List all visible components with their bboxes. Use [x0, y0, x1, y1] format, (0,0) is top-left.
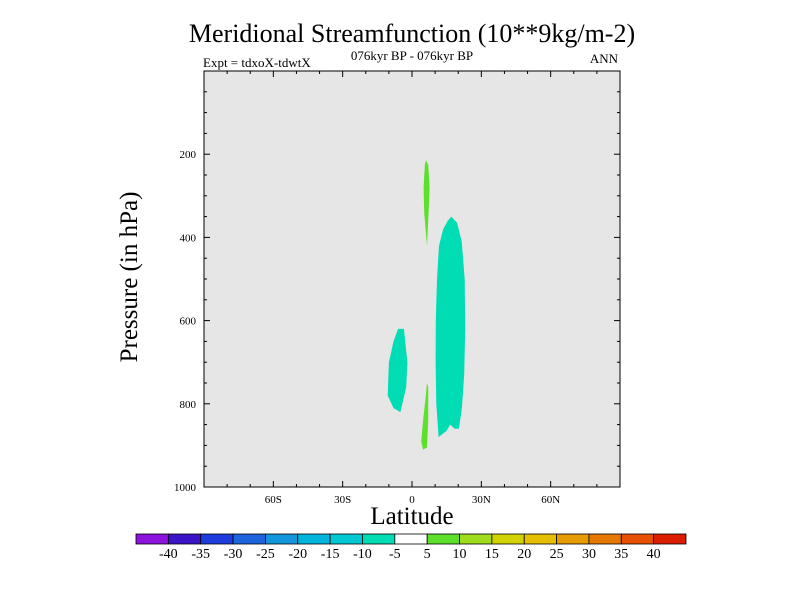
colorbar-label: 25 [550, 547, 564, 562]
x-tick-label: 60N [541, 494, 560, 506]
colorbar: -40 -35 -30 -25 -20 -15 -10 -5 5 10 15 20 25 30 35 40 [135, 533, 687, 562]
plot-area [203, 70, 621, 488]
colorbar-swatch [394, 533, 428, 545]
colorbar-swatch [653, 533, 687, 545]
x-tick-label: 60S [265, 494, 282, 506]
y-tick-label: 200 [180, 149, 197, 161]
colorbar-label: 5 [424, 547, 431, 562]
chart-subtitle-center: 076kyr BP - 076kyr BP [351, 48, 473, 63]
colorbar-swatch [523, 533, 557, 545]
x-tick-label: 30N [472, 494, 491, 506]
contour-regions [387, 160, 466, 450]
colorbar-label: -40 [159, 547, 178, 562]
colorbar-label: 35 [614, 547, 628, 562]
x-axis-label: Latitude [370, 503, 453, 530]
colorbar-swatch [426, 533, 460, 545]
colorbar-label: 10 [453, 547, 467, 562]
colorbar-swatch [297, 533, 331, 545]
colorbar-label: 40 [647, 547, 661, 562]
colorbar-label: -10 [353, 547, 372, 562]
colorbar-swatch [459, 533, 493, 545]
colorbar-label: 15 [485, 547, 499, 562]
chart-title: Meridional Streamfunction (10**9kg/m-2) [189, 19, 635, 48]
colorbar-label: -35 [191, 547, 210, 562]
colorbar-label: -5 [389, 547, 401, 562]
contour-region-positive-5-10-upper [423, 160, 430, 246]
colorbar-swatch [200, 533, 234, 545]
y-tick-label: 400 [180, 232, 197, 244]
colorbar-label: -25 [256, 547, 275, 562]
colorbar-swatch [329, 533, 363, 545]
colorbar-label: -30 [224, 547, 243, 562]
x-tick-label: 30S [334, 494, 351, 506]
y-tick-label: 600 [180, 316, 197, 328]
colorbar-swatch [167, 533, 202, 545]
colorbar-swatch [232, 533, 266, 545]
colorbar-label: 30 [582, 547, 596, 562]
contour-region-negative-10-5-east [435, 216, 466, 438]
colorbar-label: -15 [321, 547, 340, 562]
x-tick-label: 0 [409, 494, 415, 506]
colorbar-swatch [588, 533, 622, 545]
colorbar-swatch [556, 533, 590, 545]
contour-region-negative-10-5-west [387, 328, 408, 413]
chart-subtitle-right: ANN [590, 51, 619, 66]
y-tick-label: 800 [180, 399, 197, 411]
y-axis-label: Pressure (in hPa) [116, 192, 143, 363]
chart-subtitle-left: Expt = tdxoX-tdwtX [203, 55, 311, 70]
contour-region-positive-5-10-lower [421, 383, 429, 450]
colorbar-swatch [620, 533, 655, 545]
axis-ticks: 60S 30S 0 30N 60N 200 400 600 800 1000 [174, 71, 620, 506]
colorbar-swatch [362, 533, 396, 545]
colorbar-label: -20 [288, 547, 307, 562]
colorbar-swatch [491, 533, 525, 545]
y-tick-label: 1000 [174, 482, 197, 494]
colorbar-label: 20 [517, 547, 531, 562]
colorbar-swatch [265, 533, 299, 545]
colorbar-swatch [135, 533, 169, 545]
